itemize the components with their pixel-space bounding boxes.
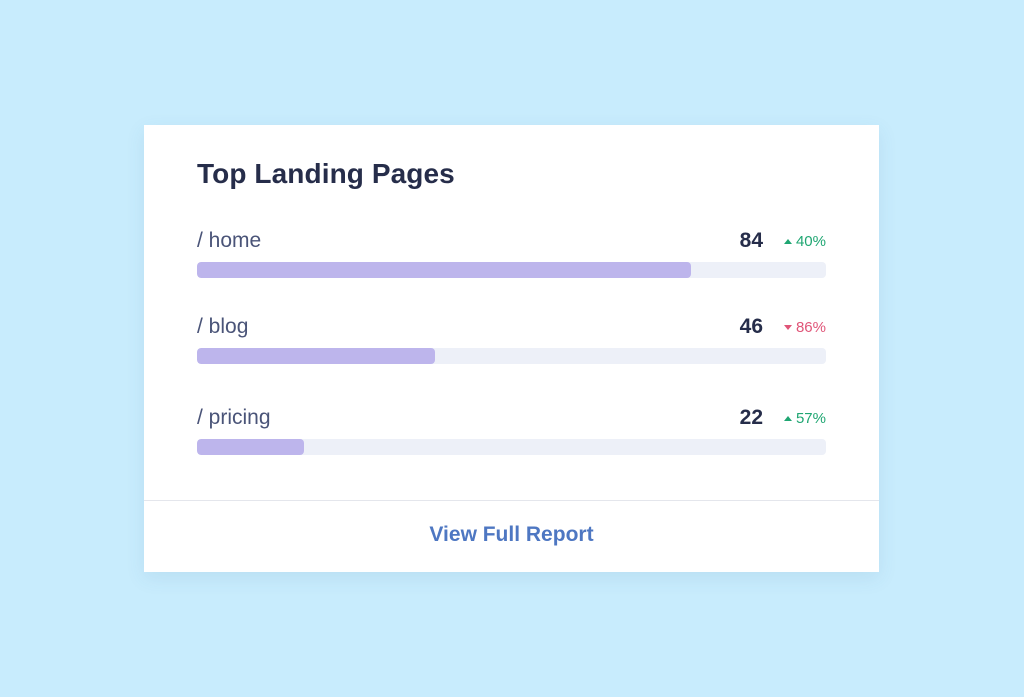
footer-divider <box>144 500 879 501</box>
page-path-label: / pricing <box>197 406 271 429</box>
visit-count: 46 <box>739 315 763 338</box>
change-percent: 57% <box>795 410 826 427</box>
change-percent: 86% <box>795 319 826 336</box>
change-indicator: 40% <box>783 233 826 250</box>
landing-pages-list: / home 84 40% / blog 46 86% <box>197 229 826 455</box>
triangle-down-icon <box>783 325 792 330</box>
page-path-label: / home <box>197 229 262 252</box>
change-indicator: 86% <box>783 319 826 336</box>
top-landing-pages-card: Top Landing Pages / home 84 40% / blog 4… <box>144 125 879 572</box>
progress-fill <box>197 348 435 364</box>
landing-page-row-home: / home 84 40% <box>197 229 826 278</box>
page-path-label: / blog <box>197 315 249 338</box>
visit-count: 22 <box>739 406 763 429</box>
change-indicator: 57% <box>783 410 826 427</box>
progress-track <box>197 262 826 278</box>
visit-count: 84 <box>739 229 763 252</box>
landing-page-row-blog: / blog 46 86% <box>197 315 826 364</box>
triangle-up-icon <box>783 416 792 421</box>
change-percent: 40% <box>795 233 826 250</box>
landing-page-row-pricing: / pricing 22 57% <box>197 406 826 455</box>
progress-fill <box>197 439 304 455</box>
triangle-up-icon <box>783 239 792 244</box>
progress-track <box>197 348 826 364</box>
progress-track <box>197 439 826 455</box>
progress-fill <box>197 262 691 278</box>
card-title: Top Landing Pages <box>197 158 455 189</box>
view-full-report-link[interactable]: View Full Report <box>429 523 594 546</box>
